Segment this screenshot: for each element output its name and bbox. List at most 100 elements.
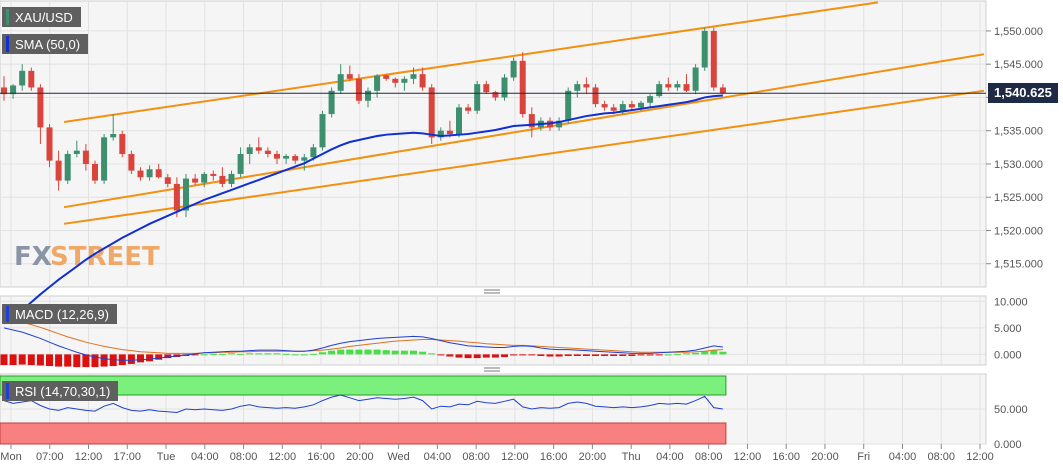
- macd-color-mark: [6, 306, 9, 322]
- candle: [283, 153, 290, 164]
- candle-body: [219, 175, 226, 184]
- candle-body: [601, 104, 608, 108]
- candle: [55, 150, 62, 191]
- macd-histogram-bar: [364, 349, 372, 355]
- candle: [246, 144, 253, 164]
- candle-body: [410, 74, 417, 79]
- macd-histogram-bar: [619, 354, 627, 356]
- macd-histogram-bar: [55, 354, 63, 367]
- candle-body: [201, 173, 208, 183]
- x-tick-label: 20:00: [346, 451, 374, 463]
- macd-indicator-name: MACD (12,26,9): [15, 306, 109, 322]
- lower-channel-line: [63, 53, 985, 209]
- macd-histogram-bar: [637, 354, 645, 356]
- candle-body: [638, 102, 644, 108]
- candle-body: [719, 87, 726, 94]
- x-tick-label: 16:00: [540, 451, 568, 463]
- macd-tick-label: 0.000: [994, 349, 1022, 361]
- candle-body: [446, 130, 453, 135]
- candle: [492, 90, 499, 101]
- candle: [73, 140, 80, 158]
- price-tick-label: 1,545.000: [994, 59, 1043, 71]
- macd-panel-resize-handle[interactable]: [484, 367, 500, 372]
- macd-histogram-bar: [282, 353, 290, 355]
- rsi-overbought-band: [0, 375, 727, 396]
- instrument-name: XAU/USD: [15, 9, 73, 25]
- candle: [92, 160, 98, 184]
- candle: [501, 74, 508, 101]
- x-tick-label: 04:00: [191, 451, 219, 463]
- candle: [437, 127, 444, 141]
- candle: [64, 150, 71, 184]
- macd-histogram-bar: [237, 353, 245, 355]
- macd-histogram-bar: [428, 353, 436, 355]
- sma-indicator-name: SMA (50,0): [15, 36, 81, 52]
- macd-histogram-bar: [255, 353, 263, 355]
- candle: [19, 64, 26, 91]
- macd-histogram-bar: [655, 354, 663, 356]
- macd-histogram-bar: [228, 353, 235, 355]
- candle: [419, 67, 426, 91]
- price-panel-resize-handle[interactable]: [484, 289, 500, 294]
- candle-body: [610, 107, 617, 111]
- macd-histogram-bar: [36, 354, 44, 366]
- candle: [183, 173, 189, 218]
- macd-histogram-bar: [27, 354, 35, 365]
- candle-body: [656, 84, 663, 97]
- macd-histogram-bar: [155, 354, 163, 360]
- macd-histogram-bar: [355, 349, 363, 355]
- candle: [383, 74, 390, 81]
- price-tick-label: 1,525.000: [994, 192, 1043, 204]
- macd-histogram-bar: [64, 354, 72, 367]
- candle: [592, 84, 599, 108]
- candle: [365, 87, 371, 108]
- x-tick-label: 16:00: [307, 451, 335, 463]
- candle-body: [28, 70, 35, 88]
- instrument-label[interactable]: XAU/USD: [2, 7, 81, 27]
- macd-histogram-bar: [664, 354, 672, 356]
- rsi-tick-label: 50.000: [994, 404, 1028, 416]
- macd-histogram-bar: [319, 352, 326, 355]
- candle-body: [146, 169, 153, 178]
- logo-part1: FX: [14, 242, 52, 272]
- x-tick-label: 12:00: [734, 451, 762, 463]
- candle: [10, 84, 17, 99]
- macd-tick-label: 10.000: [994, 296, 1028, 308]
- candle-body: [456, 107, 462, 135]
- macd-histogram-bar: [246, 353, 254, 355]
- macd-histogram-bar: [300, 354, 308, 356]
- candle: [228, 170, 235, 188]
- macd-histogram-bar: [191, 354, 199, 356]
- rsi-indicator-name: RSI (14,70,30,1): [15, 383, 111, 399]
- macd-histogram-bar: [346, 349, 354, 355]
- candle: [155, 163, 162, 179]
- x-tick-label: 17:00: [114, 451, 142, 463]
- rsi-indicator-label[interactable]: RSI (14,70,30,1): [2, 381, 119, 401]
- candle: [128, 150, 135, 174]
- candle-body: [337, 74, 344, 91]
- macd-histogram-bar: [118, 354, 126, 365]
- candle: [28, 67, 35, 91]
- fxstreet-logo: FX STREET: [14, 242, 160, 272]
- macd-histogram-bar: [519, 354, 527, 356]
- support-channel-line: [63, 89, 985, 225]
- candle-body: [73, 150, 80, 154]
- candle-body: [383, 75, 390, 79]
- x-tick-label: 08:00: [927, 451, 955, 463]
- macd-histogram-bar: [0, 354, 8, 365]
- x-tick-label: 04:00: [424, 451, 452, 463]
- x-tick-label: 08:00: [462, 451, 490, 463]
- candle: [701, 27, 708, 71]
- macd-histogram-bar: [309, 353, 317, 355]
- macd-histogram-bar: [391, 350, 399, 355]
- candle-body: [628, 104, 635, 108]
- candle: [219, 167, 226, 188]
- macd-histogram-bar: [528, 354, 536, 356]
- sma-line: [3, 94, 723, 325]
- macd-indicator-label[interactable]: MACD (12,26,9): [2, 304, 117, 324]
- sma-indicator-label[interactable]: SMA (50,0): [2, 34, 89, 54]
- candle: [201, 171, 208, 188]
- macd-signal-line: [3, 316, 723, 354]
- x-tick-label: 12:00: [269, 451, 297, 463]
- macd-histogram-bar: [491, 354, 499, 358]
